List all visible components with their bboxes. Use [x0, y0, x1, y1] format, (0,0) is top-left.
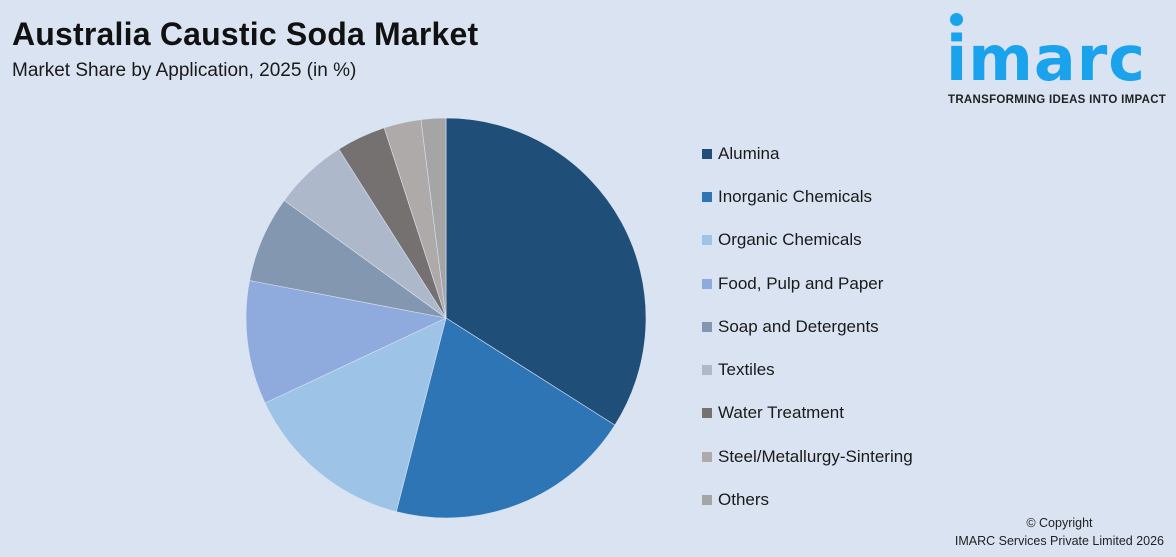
- legend-label: Soap and Detergents: [718, 316, 879, 336]
- logo-wordmark: imarc: [946, 22, 1147, 95]
- legend-label: Steel/Metallurgy-Sintering: [718, 446, 913, 466]
- legend-label: Organic Chemicals: [718, 230, 862, 250]
- legend-label: Others: [718, 490, 770, 510]
- legend-swatch-icon: [702, 495, 712, 506]
- legend-swatch-icon: [702, 278, 712, 289]
- legend-swatch-icon: [702, 451, 712, 462]
- legend-item: Food, Pulp and Paper: [702, 262, 913, 305]
- legend-swatch-icon: [702, 408, 712, 419]
- pie-slice-alumina: [445, 117, 647, 426]
- legend-item: Others: [702, 478, 913, 521]
- pie-slice-others: [420, 117, 447, 319]
- pie-slice-inorganic-chemicals: [395, 317, 616, 519]
- legend-swatch-icon: [702, 191, 712, 202]
- pie-slice-organic-chemicals: [264, 317, 447, 513]
- copyright-line-2: IMARC Services Private Limited 2026: [954, 534, 1164, 548]
- legend-item: Soap and Detergents: [702, 305, 913, 348]
- pie-slice-food-pulp-and-paper: [245, 280, 447, 404]
- logo-dot-icon: [950, 13, 963, 26]
- legend-swatch-icon: [702, 321, 712, 332]
- legend-swatch-icon: [702, 148, 712, 159]
- legend-label: Water Treatment: [718, 403, 844, 423]
- copyright-notice: © Copyright IMARC Services Private Limit…: [955, 514, 1164, 550]
- copyright-line-1: © Copyright: [1026, 516, 1093, 530]
- imarc-logo: imarc TRANSFORMING IDEAS INTO IMPACT: [946, 10, 1172, 110]
- chart-title: Australia Caustic Soda Market: [12, 16, 479, 52]
- legend-label: Textiles: [718, 360, 775, 380]
- legend-swatch-icon: [702, 365, 712, 376]
- legend-item: Alumina: [702, 132, 913, 175]
- chart-subtitle: Market Share by Application, 2025 (in %): [12, 60, 357, 81]
- legend-item: Inorganic Chemicals: [702, 175, 913, 218]
- legend-item: Water Treatment: [702, 392, 913, 435]
- legend-label: Alumina: [718, 143, 780, 163]
- pie-chart: [245, 117, 647, 519]
- legend-item: Organic Chemicals: [702, 219, 913, 262]
- legend-item: Steel/Metallurgy-Sintering: [702, 435, 913, 478]
- chart-legend: Alumina Inorganic Chemicals Organic Chemic…: [702, 132, 913, 522]
- logo-tagline: TRANSFORMING IDEAS INTO IMPACT: [948, 94, 1167, 106]
- legend-item: Textiles: [702, 348, 913, 391]
- legend-label: Food, Pulp and Paper: [718, 273, 884, 293]
- legend-swatch-icon: [702, 235, 712, 246]
- legend-label: Inorganic Chemicals: [718, 186, 873, 206]
